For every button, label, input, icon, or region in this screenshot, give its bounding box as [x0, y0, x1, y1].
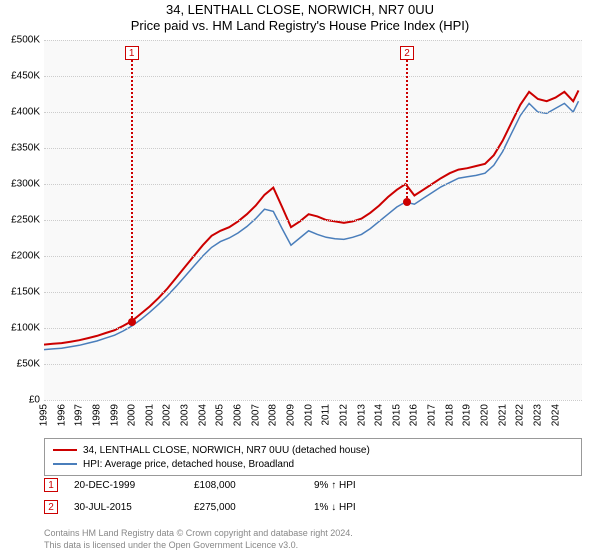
sale-hpi: 9% ↑ HPI: [314, 480, 434, 491]
x-axis-label: 2000: [127, 404, 138, 426]
y-axis-label: £300K: [0, 179, 40, 190]
legend-swatch: [53, 449, 77, 451]
gridline: [44, 148, 582, 149]
hpi-pct: 1%: [314, 502, 328, 513]
hpi-arrow-icon: ↑: [331, 480, 336, 491]
x-axis-label: 1998: [91, 404, 102, 426]
x-axis-label: 2003: [180, 404, 191, 426]
legend-label: 34, LENTHALL CLOSE, NORWICH, NR7 0UU (de…: [83, 445, 370, 456]
x-axis-label: 2019: [462, 404, 473, 426]
sale-date: 30-JUL-2015: [74, 502, 194, 513]
sale-marker-box: 2: [400, 46, 414, 60]
y-axis-label: £50K: [0, 359, 40, 370]
footer-line: Contains HM Land Registry data © Crown c…: [44, 528, 582, 540]
x-axis-label: 2023: [532, 404, 543, 426]
x-axis-label: 2009: [285, 404, 296, 426]
y-axis-label: £100K: [0, 323, 40, 334]
legend-row: HPI: Average price, detached house, Broa…: [53, 457, 573, 471]
x-axis-label: 2006: [233, 404, 244, 426]
hpi-suffix: HPI: [339, 502, 356, 513]
x-axis-label: 1997: [74, 404, 85, 426]
sale-date: 20-DEC-1999: [74, 480, 194, 491]
sale-marker-icon: 2: [44, 500, 58, 514]
legend-box: 34, LENTHALL CLOSE, NORWICH, NR7 0UU (de…: [44, 438, 582, 476]
sale-event-row: 2 30-JUL-2015 £275,000 1% ↓ HPI: [44, 500, 582, 514]
legend-label: HPI: Average price, detached house, Broa…: [83, 459, 294, 470]
x-axis-label: 2017: [427, 404, 438, 426]
x-axis-label: 2018: [444, 404, 455, 426]
series-line: [44, 101, 579, 349]
x-axis-label: 2007: [250, 404, 261, 426]
y-axis-label: £150K: [0, 287, 40, 298]
x-axis-label: 2015: [391, 404, 402, 426]
x-axis-label: 2021: [497, 404, 508, 426]
legend-row: 34, LENTHALL CLOSE, NORWICH, NR7 0UU (de…: [53, 443, 573, 457]
x-axis-label: 2013: [356, 404, 367, 426]
y-axis-label: £250K: [0, 215, 40, 226]
y-axis-label: £400K: [0, 107, 40, 118]
sale-marker-line: [406, 60, 408, 202]
x-axis-label: 2001: [144, 404, 155, 426]
chart-container: 34, LENTHALL CLOSE, NORWICH, NR7 0UU Pri…: [0, 0, 600, 560]
hpi-suffix: HPI: [339, 480, 356, 491]
sale-price: £108,000: [194, 480, 314, 491]
y-axis-label: £450K: [0, 71, 40, 82]
x-axis-label: 2016: [409, 404, 420, 426]
sale-marker-dot: [403, 198, 411, 206]
x-axis-label: 2012: [338, 404, 349, 426]
y-axis-label: £500K: [0, 35, 40, 46]
gridline: [44, 220, 582, 221]
y-axis-label: £0: [0, 395, 40, 406]
chart-plot-area: [44, 40, 582, 400]
footer-attribution: Contains HM Land Registry data © Crown c…: [44, 528, 582, 551]
x-axis-label: 1995: [39, 404, 50, 426]
gridline: [44, 184, 582, 185]
gridline: [44, 364, 582, 365]
hpi-pct: 9%: [314, 480, 328, 491]
footer-line: This data is licensed under the Open Gov…: [44, 540, 582, 552]
legend-swatch: [53, 463, 77, 465]
x-axis-label: 1999: [109, 404, 120, 426]
x-axis-label: 2005: [215, 404, 226, 426]
y-axis-label: £200K: [0, 251, 40, 262]
gridline: [44, 328, 582, 329]
y-axis-label: £350K: [0, 143, 40, 154]
gridline: [44, 292, 582, 293]
sale-marker-dot: [128, 318, 136, 326]
x-axis-label: 2020: [479, 404, 490, 426]
x-axis-label: 2008: [268, 404, 279, 426]
x-axis-label: 2002: [162, 404, 173, 426]
x-axis-label: 2022: [515, 404, 526, 426]
sale-hpi: 1% ↓ HPI: [314, 502, 434, 513]
gridline: [44, 256, 582, 257]
hpi-arrow-icon: ↓: [331, 502, 336, 513]
gridline: [44, 112, 582, 113]
x-axis-label: 1996: [56, 404, 67, 426]
title-sub: Price paid vs. HM Land Registry's House …: [0, 18, 600, 33]
sale-marker-icon: 1: [44, 478, 58, 492]
sale-price: £275,000: [194, 502, 314, 513]
titles: 34, LENTHALL CLOSE, NORWICH, NR7 0UU Pri…: [0, 0, 600, 33]
x-axis-label: 2010: [303, 404, 314, 426]
sale-event-row: 1 20-DEC-1999 £108,000 9% ↑ HPI: [44, 478, 582, 492]
gridline: [44, 400, 582, 401]
gridline: [44, 40, 582, 41]
x-axis-label: 2014: [374, 404, 385, 426]
sale-marker-line: [131, 60, 133, 322]
sale-marker-box: 1: [125, 46, 139, 60]
x-axis-label: 2024: [550, 404, 561, 426]
x-axis-label: 2004: [197, 404, 208, 426]
series-line: [44, 90, 579, 344]
gridline: [44, 76, 582, 77]
x-axis-label: 2011: [321, 404, 332, 426]
title-main: 34, LENTHALL CLOSE, NORWICH, NR7 0UU: [0, 2, 600, 17]
